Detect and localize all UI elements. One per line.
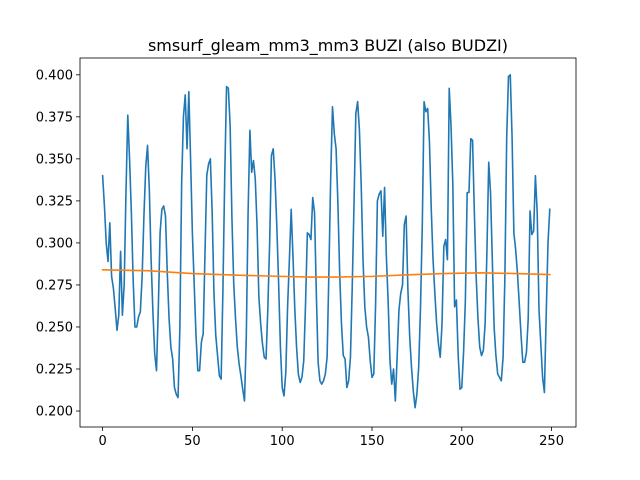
x-tick-label: 100 <box>270 434 295 449</box>
y-tick-label: 0.375 <box>36 110 73 125</box>
y-tick-label: 0.275 <box>36 278 73 293</box>
axes-frame <box>79 57 577 428</box>
x-tick-label: 250 <box>539 434 564 449</box>
x-tick-label: 150 <box>360 434 385 449</box>
chart-title: smsurf_gleam_mm3_mm3 BUZI (also BUDZI) <box>148 36 508 56</box>
y-tick-label: 0.300 <box>36 236 73 251</box>
y-tick-label: 0.400 <box>36 68 73 83</box>
y-tick-label: 0.325 <box>36 194 73 209</box>
y-tick-label: 0.350 <box>36 152 73 167</box>
y-tick-label: 0.225 <box>36 363 73 378</box>
x-tick-label: 0 <box>98 434 106 449</box>
series-line-2 <box>101 269 551 278</box>
series-line-1 <box>101 74 551 409</box>
series-layer <box>101 74 551 409</box>
x-tick-label: 200 <box>449 434 474 449</box>
y-tick-label: 0.200 <box>36 405 73 420</box>
x-tick-label: 50 <box>184 434 201 449</box>
y-tick-label: 0.250 <box>36 320 73 335</box>
axes-layer: 0 50 100 150 200 250 0.200 0.225 0.250 0.275 0.300… <box>36 57 577 449</box>
